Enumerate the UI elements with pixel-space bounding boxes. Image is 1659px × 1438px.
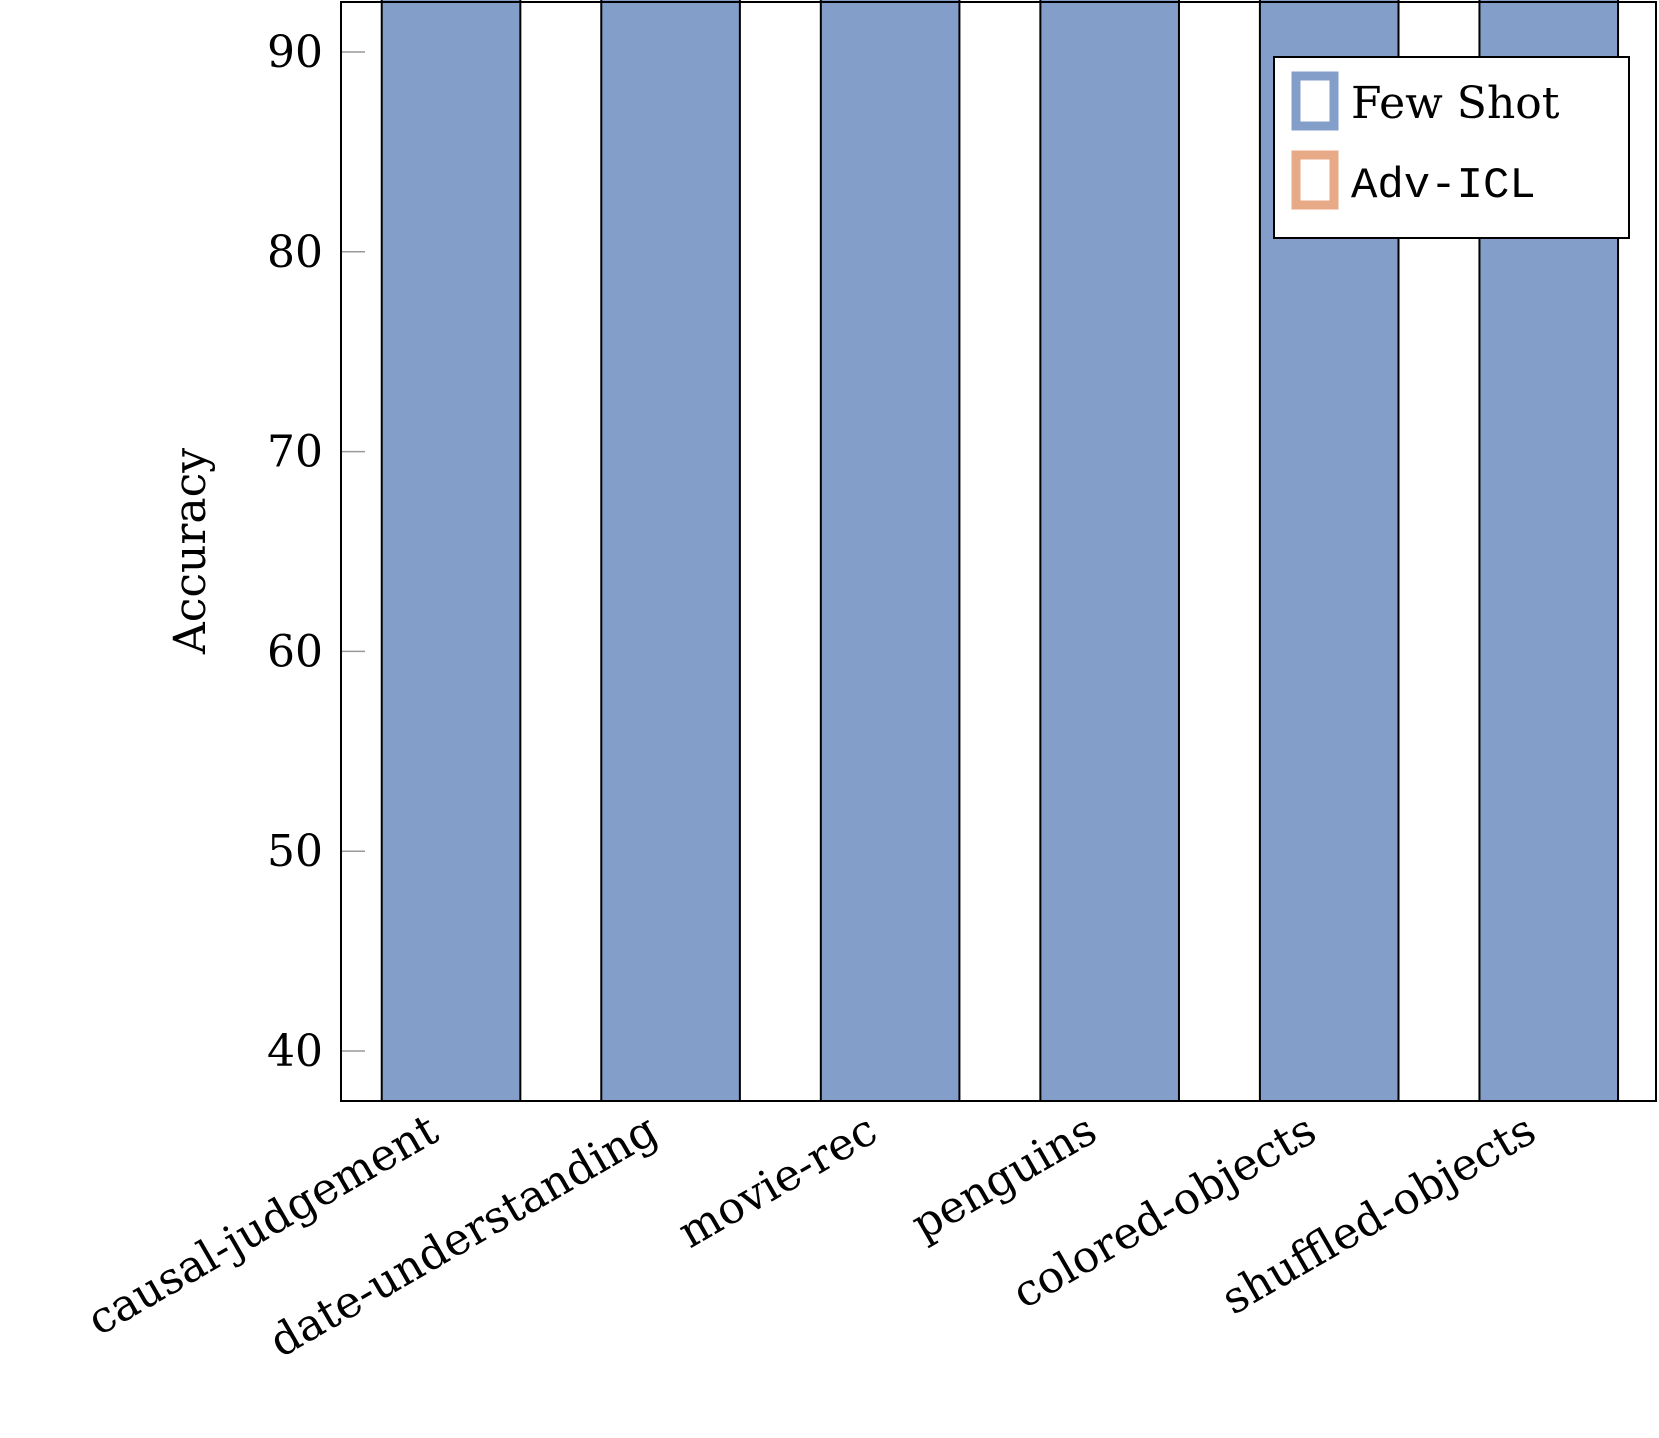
legend-label: Adv-ICL: [1351, 161, 1536, 211]
y-tick-label: 90: [267, 27, 323, 78]
bar-segment: [819, 0, 961, 1102]
y-axis-label: Accuracy: [165, 448, 216, 655]
y-tick-label: 70: [267, 427, 323, 478]
legend: Few Shot Adv-ICL: [1273, 56, 1630, 239]
y-tick-label: 50: [267, 826, 323, 877]
bar-segment: [1039, 0, 1180, 1102]
x-tick-label: movie-rec: [670, 1104, 886, 1258]
bar-segment: [380, 0, 522, 1103]
x-tick-label: causal-judgement: [79, 1104, 447, 1346]
legend-swatch: [1291, 150, 1339, 210]
y-tick-label: 40: [267, 1026, 323, 1077]
legend-label: Few Shot: [1351, 78, 1560, 129]
y-tick-label: 60: [267, 626, 323, 677]
plot-frame: [340, 1, 1657, 1102]
bar-segment: [600, 0, 741, 1102]
y-tick-label: 80: [267, 227, 323, 278]
x-tick-label: date-understanding: [261, 1104, 666, 1367]
x-tick-label: penguins: [903, 1104, 1105, 1250]
legend-swatch: [1291, 71, 1339, 131]
